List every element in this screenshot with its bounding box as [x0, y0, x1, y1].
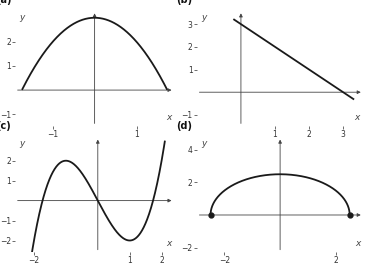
Text: y: y — [202, 139, 207, 148]
Text: x: x — [355, 113, 360, 122]
Text: (b): (b) — [177, 0, 193, 5]
Text: x: x — [356, 239, 361, 248]
Text: (a): (a) — [0, 0, 11, 5]
Text: x: x — [167, 113, 172, 122]
Text: y: y — [202, 13, 207, 22]
Text: x: x — [167, 239, 172, 248]
Text: y: y — [20, 139, 25, 148]
Text: (d): (d) — [177, 121, 193, 131]
Text: y: y — [20, 13, 25, 22]
Text: (c): (c) — [0, 121, 10, 131]
